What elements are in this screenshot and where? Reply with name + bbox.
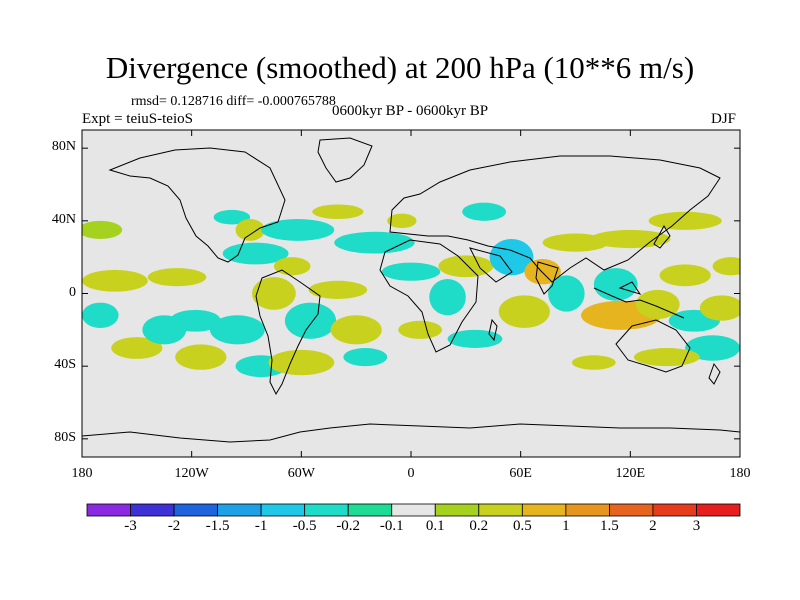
divergence-cell (590, 229, 671, 249)
lat-label: 80N (51, 139, 76, 155)
colorbar-label: 0.5 (512, 518, 532, 534)
plot-title: Divergence (smoothed) at 200 hPa (10**6 … (105, 50, 695, 85)
colorbar-swatch (696, 503, 741, 517)
colorbar-label: -0.5 (292, 518, 317, 534)
divergence-cell (593, 268, 638, 301)
lon-label: 0 (407, 466, 415, 481)
colorbar-label: -0.1 (379, 518, 404, 534)
divergence-cell (334, 231, 415, 254)
divergence-cell (498, 295, 550, 329)
divergence-cell (268, 349, 335, 376)
divergence-cell (685, 335, 740, 361)
divergence-cell (712, 257, 740, 276)
lon-label: 120E (615, 466, 646, 481)
colorbar-swatch (217, 503, 262, 517)
colorbar-label: 1 (562, 518, 570, 534)
coastlines (82, 137, 740, 443)
colorbar-swatch (130, 503, 175, 517)
colorbar-label: -0.2 (336, 518, 361, 534)
divergence-cell (147, 268, 207, 287)
divergence-cell (633, 348, 700, 367)
divergence-cell (648, 211, 722, 230)
colorbar-label: 2 (649, 518, 657, 534)
divergence-cell (330, 315, 382, 345)
colorbar-swatch (347, 503, 393, 517)
colorbar-swatch (391, 503, 436, 517)
colorbar-swatch (86, 503, 131, 517)
lon-label: 60W (287, 466, 315, 481)
colorbar-swatch (609, 503, 654, 517)
divergence-cell (659, 264, 711, 287)
colorbar-label: 0.2 (469, 518, 489, 534)
axis-ticks (81, 130, 741, 457)
divergence-cell (209, 315, 265, 345)
lat-label: 40N (51, 211, 76, 227)
divergence-cell (169, 309, 221, 332)
experiment-label: Expt = teiuS-teioS (82, 111, 193, 127)
divergence-cell (524, 258, 561, 285)
colorbar-label: 1.5 (600, 518, 619, 534)
colorbar-swatch (521, 503, 567, 517)
lat-label: 0 (69, 284, 76, 300)
divergence-cell (387, 213, 417, 229)
divergence-cell (82, 269, 148, 292)
colorbar-swatch (565, 503, 610, 517)
divergence-cell (548, 275, 585, 312)
divergence-cell (251, 277, 296, 310)
colorbar-label: 3 (692, 518, 701, 534)
lat-label: 80S (54, 429, 76, 445)
divergence-cell (429, 278, 466, 316)
divergence-cell (381, 262, 441, 281)
lon-label: 180 (71, 466, 93, 481)
divergence-cell (343, 348, 388, 367)
divergence-cell (308, 280, 368, 299)
divergence-cell (82, 220, 123, 239)
divergence-cell (284, 302, 337, 339)
divergence-cell (438, 255, 494, 278)
divergence-cell (273, 257, 311, 276)
divergence-cell (175, 344, 227, 370)
colorbar-swatch (173, 503, 218, 517)
colorbar-label: -1 (254, 518, 268, 534)
divergence-cell (635, 289, 680, 319)
colorbar-swatch (478, 503, 523, 517)
lon-label: 180 (729, 466, 751, 481)
colorbar (86, 503, 741, 517)
divergence-field (82, 202, 740, 378)
lon-label: 120W (174, 466, 209, 481)
colorbar-label: 0.1 (425, 518, 445, 534)
divergence-cell (571, 355, 616, 370)
divergence-cell (213, 209, 251, 225)
divergence-cell (398, 320, 443, 339)
divergence-cell (261, 219, 335, 241)
lon-label: 60E (509, 466, 532, 481)
map-background (82, 130, 740, 457)
colorbar-label: -1.5 (205, 518, 230, 534)
rmsd-diff-stats: rmsd= 0.128716 diff= -0.000765788 (131, 94, 336, 109)
divergence-cell (235, 219, 265, 241)
period-label: 0600kyr BP - 0600kyr BP (331, 103, 489, 119)
colorbar-swatch (652, 503, 697, 517)
divergence-cell (312, 204, 364, 220)
colorbar-label: -2 (167, 518, 181, 534)
season-label: DJF (711, 111, 737, 127)
divergence-cell (111, 337, 163, 359)
divergence-cell (462, 202, 507, 221)
colorbar-swatch (260, 503, 306, 517)
colorbar-swatch (304, 503, 349, 517)
colorbar-swatch (434, 503, 480, 517)
colorbar-label: -3 (124, 518, 137, 534)
lat-label: 40S (54, 357, 76, 373)
divergence-cell (82, 302, 119, 329)
divergence-cell (222, 242, 289, 265)
divergence-cell (699, 295, 740, 321)
